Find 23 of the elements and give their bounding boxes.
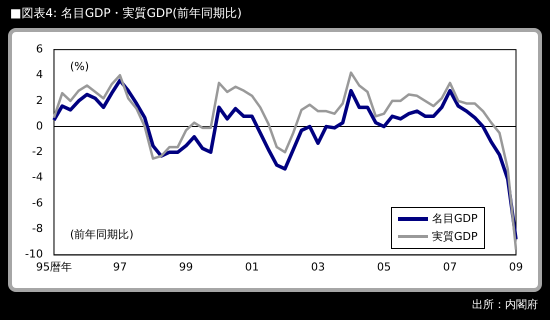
x-tick-label: 05	[376, 260, 391, 274]
y-tick-label: -8	[32, 222, 43, 236]
x-tick-label: 07	[442, 260, 457, 274]
legend-label: 実質GDP	[432, 229, 478, 244]
x-tick-label: 97	[112, 260, 127, 274]
legend-label: 名目GDP	[432, 211, 478, 226]
x-tick-label: 99	[178, 260, 193, 274]
y-tick-label: 6	[36, 42, 43, 56]
x-tick-label: 95暦年	[36, 260, 72, 274]
x-tick-label: 01	[244, 260, 259, 274]
y-tick-label: -10	[25, 248, 43, 261]
x-tick-label: 09	[509, 260, 523, 274]
text: 出所：内閣府	[472, 297, 538, 312]
chart-title: ■図表4: 名目GDP・実質GDP(前年同期比)	[10, 5, 242, 22]
y-tick-label: 4	[36, 68, 43, 82]
y-tick-label: 2	[36, 94, 43, 107]
x-tick-label: 03	[310, 260, 325, 274]
y-tick-label: -2	[32, 145, 43, 158]
y-tick-label: 0	[36, 119, 43, 132]
y-tick-label: -6	[32, 196, 43, 210]
y-tick-label: -4	[32, 170, 43, 184]
annotation: (前年同期比)	[70, 226, 134, 242]
annotation: (%)	[70, 60, 89, 73]
